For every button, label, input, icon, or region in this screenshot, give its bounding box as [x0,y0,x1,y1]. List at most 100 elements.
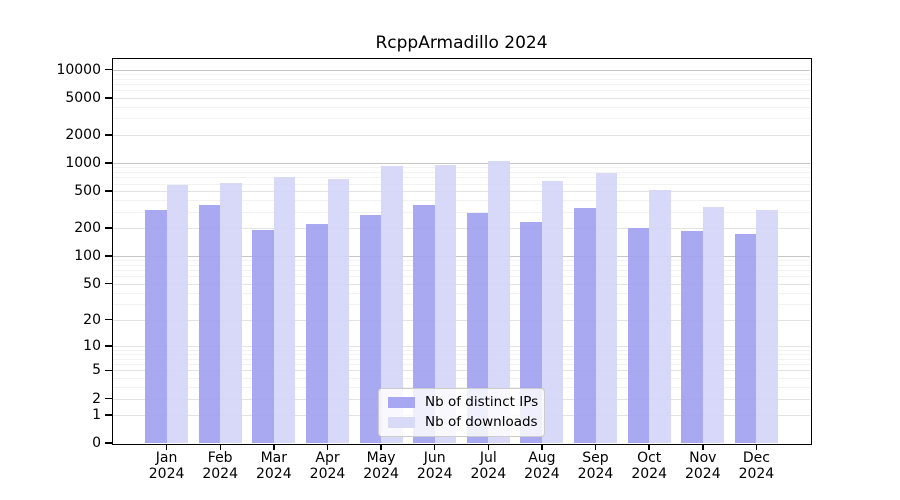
x-tick-sep [594,444,597,450]
x-tick-label-jul: Jul 2024 [470,450,507,482]
y-tick-200 [105,227,113,229]
bar-downloads-apr [327,179,349,443]
gridline-6000 [113,90,810,92]
bar-distinct-ips-sep [574,207,596,443]
bar-distinct-ips-aug [520,222,542,443]
gridline-70 [113,270,810,272]
y-tick-1000 [105,162,113,164]
gridline-5 [113,370,810,372]
legend-label-downloads: Nb of downloads [425,414,538,430]
y-tick-label-0: 0 [92,435,101,451]
bar-downloads-jun [434,164,457,443]
gridline-2000 [113,134,810,136]
x-tick-mar [273,444,275,450]
gridline-90 [113,260,810,262]
bar-downloads-feb [220,182,242,443]
gridline-7 [113,358,810,360]
gridline-80 [113,264,810,266]
gridline-500 [113,191,810,192]
gridline-8 [113,353,810,355]
y-tick-label-1: 1 [92,406,101,423]
gridline-5000 [113,97,810,99]
bar-distinct-ips-jun [413,205,435,443]
x-tick-label-jan: Jan 2024 [148,450,185,482]
x-tick-feb [219,444,221,450]
y-tick-label-20: 20 [83,311,101,328]
x-tick-oct [648,444,650,450]
bar-distinct-ips-jan [145,209,167,443]
bar-downloads-oct [649,190,671,443]
bar-distinct-ips-mar [252,230,274,443]
y-tick-1 [105,414,113,416]
plot-area [113,59,810,443]
gridline-1000 [113,162,810,164]
gridline-700 [113,177,810,179]
gridline-400 [113,200,810,201]
y-tick-0 [105,442,113,444]
y-tick-label-2000: 2000 [65,126,101,143]
legend-swatch-downloads-icon [388,417,415,428]
gridline-30 [113,303,810,305]
x-tick-label-jun: Jun 2024 [416,450,453,482]
x-tick-jan [165,444,168,450]
y-tick-2000 [105,134,113,136]
y-tick-100 [105,255,113,257]
x-tick-label-dec: Dec 2024 [738,450,775,482]
bar-downloads-aug [541,180,564,443]
x-tick-label-mar: Mar 2024 [255,450,292,482]
gridline-20 [113,319,810,321]
y-tick-label-10: 10 [83,337,101,354]
gridline-60 [113,276,810,278]
bar-downloads-sep [595,172,617,443]
x-tick-label-nov: Nov 2024 [684,450,721,482]
gridline-40 [113,292,810,294]
x-tick-dec [755,444,758,450]
y-tick-label-10000: 10000 [56,61,101,78]
gridline-600 [113,183,810,185]
y-tick-label-500: 500 [74,183,101,199]
y-tick-label-2: 2 [92,390,101,407]
x-tick-apr [326,444,329,450]
y-tick-10 [105,345,113,347]
x-tick-nov [702,444,704,450]
bar-downloads-jan [166,184,189,443]
bar-distinct-ips-nov [681,230,703,443]
gridline-3 [113,386,810,388]
y-tick-label-100: 100 [74,247,101,264]
bar-distinct-ips-may [359,214,382,443]
bar-downloads-dec [756,209,778,443]
gridline-3000 [113,118,810,120]
gridline-8000 [113,78,810,80]
gridline-9 [113,349,810,351]
x-tick-label-sep: Sep 2024 [577,450,614,482]
y-tick-label-5000: 5000 [65,89,101,106]
gridline-9000 [113,73,810,75]
legend: Nb of distinct IPs Nb of downloads [378,388,545,437]
gridline-300 [113,211,810,213]
bar-downloads-jul [488,160,510,443]
legend-item-downloads: Nb of downloads [388,415,544,430]
y-tick-5000 [105,97,113,99]
x-tick-may [380,444,382,450]
y-tick-50 [105,282,113,285]
y-tick-2 [105,397,113,400]
bar-downloads-may [381,165,403,443]
x-tick-label-aug: Aug 2024 [524,450,560,482]
legend-swatch-distinct-ips-icon [388,397,415,408]
legend-label-distinct-ips: Nb of distinct IPs [425,394,539,410]
gridline-200 [113,228,810,229]
gridline-7000 [113,84,810,86]
bar-distinct-ips-oct [627,228,650,443]
x-tick-label-feb: Feb 2024 [202,450,238,482]
y-tick-label-50: 50 [83,275,101,292]
y-tick-5 [105,369,113,372]
y-tick-label-1000: 1000 [65,154,101,171]
gridline-100 [113,255,810,257]
bar-downloads-mar [273,176,296,443]
bar-distinct-ips-feb [198,205,221,443]
legend-item-distinct-ips: Nb of distinct IPs [388,395,544,410]
y-tick-500 [105,190,113,192]
gridline-10 [113,345,810,347]
gridline-6 [113,364,810,366]
